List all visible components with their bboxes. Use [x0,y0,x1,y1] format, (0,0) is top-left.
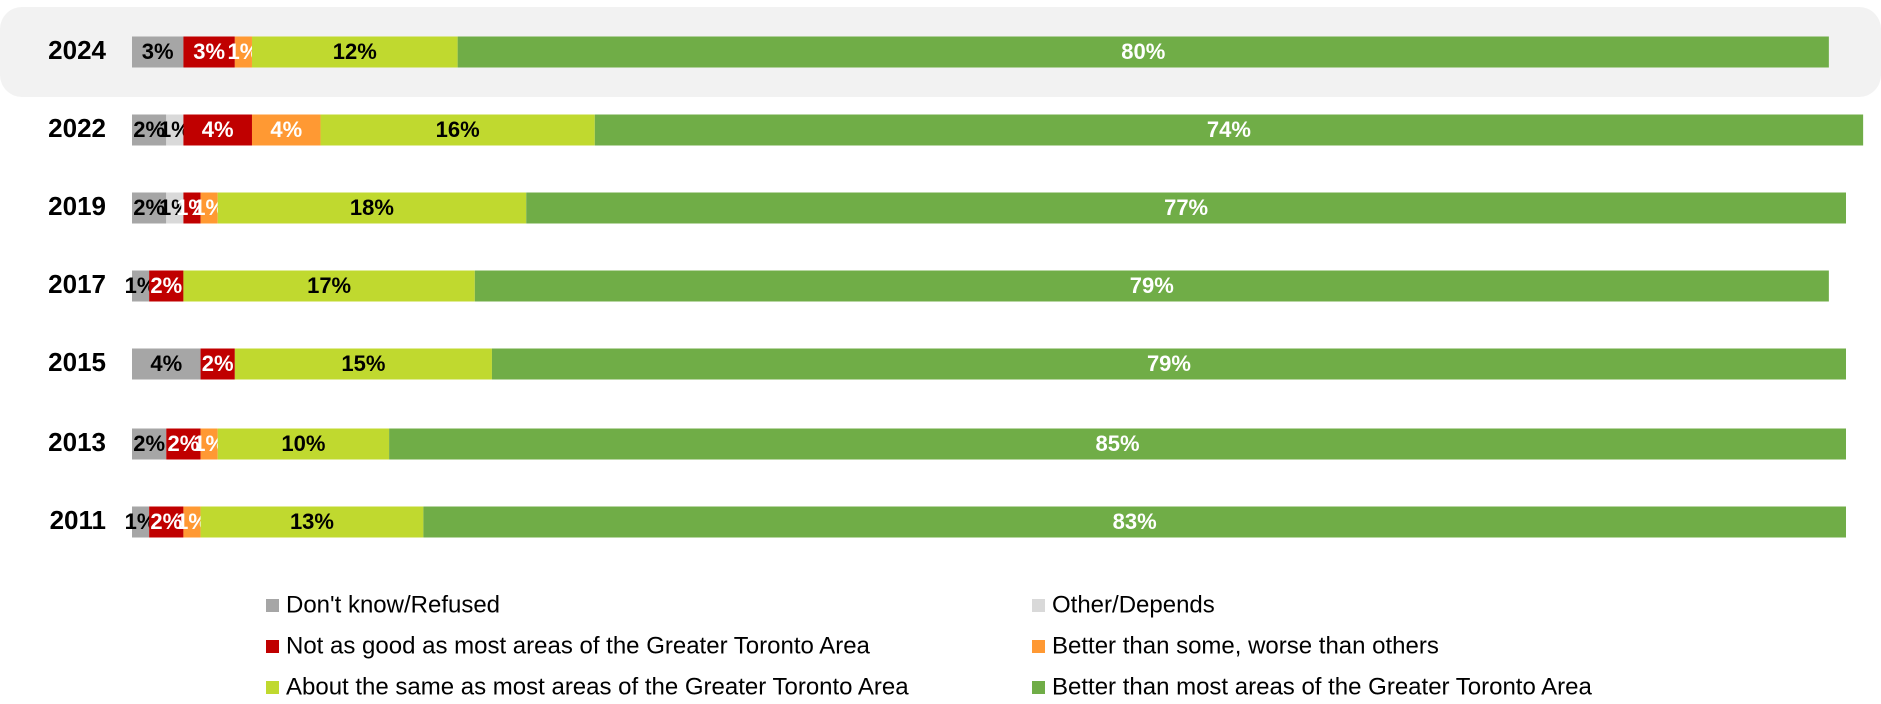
bar-segment [132,270,150,302]
legend-swatch [266,599,279,612]
bar-segment [251,114,321,146]
bar-segment [132,348,201,380]
legend-label: Better than some, worse than others [1052,632,1439,659]
data-label: 4% [202,117,234,142]
bar-segment [132,114,167,146]
bar-segment [320,114,595,146]
data-label: 74% [1207,117,1251,142]
data-label: 79% [1147,351,1191,376]
year-label: 2022 [48,113,106,143]
data-label: 2% [150,509,182,534]
data-label: 3% [193,39,225,64]
bar-segment [183,192,201,224]
year-label: 2017 [48,269,106,299]
bar-segment [149,506,184,538]
year-label: 2024 [48,35,106,65]
bar-segment [183,36,235,68]
data-label: 18% [350,195,394,220]
legend-swatch [266,681,279,694]
legend-label: Don't know/Refused [286,591,500,618]
data-label: 13% [290,509,334,534]
year-label: 2011 [50,505,106,535]
year-label: 2019 [48,191,106,221]
data-label: 83% [1113,509,1157,534]
data-label: 80% [1121,39,1165,64]
year-label: 2013 [48,427,106,457]
bar-segment [132,506,150,538]
year-label: 2015 [48,347,106,377]
legend-label: About the same as most areas of the Grea… [286,673,909,700]
bar-segment [166,192,184,224]
data-label: 4% [150,351,182,376]
bar-segment [200,506,424,538]
bar-segment [183,270,475,302]
bar-segment [149,270,184,302]
data-label: 10% [281,431,325,456]
bar-segment [200,428,218,460]
data-label: 15% [341,351,385,376]
bar-segment [132,36,184,68]
bar-segment [251,36,458,68]
bar-segment [166,114,184,146]
legend-label: Other/Depends [1052,591,1215,618]
data-label: 3% [142,39,174,64]
data-label: 2% [133,117,165,142]
legend-label: Not as good as most areas of the Greater… [286,632,871,659]
data-label: 17% [307,273,351,298]
bar-segment [234,36,252,68]
bar-segment [183,506,201,538]
bar-segment [474,270,1829,302]
bar-segment [217,428,390,460]
bar-segment [166,428,201,460]
data-label: 85% [1096,431,1140,456]
data-label: 79% [1130,273,1174,298]
legend-swatch [1032,681,1045,694]
bar-segment [594,114,1864,146]
data-label: 16% [436,117,480,142]
bar-segment [132,428,167,460]
bar-segment [217,192,527,224]
bar-segment [423,506,1846,538]
legend-swatch [1032,640,1045,653]
legend-swatch [1032,599,1045,612]
bar-segment [389,428,1847,460]
data-label: 2% [133,195,165,220]
bar-segment [200,348,235,380]
bar-segment [526,192,1846,224]
data-label: 2% [202,351,234,376]
bar-segment [132,192,167,224]
legend-swatch [266,640,279,653]
data-label: 2% [150,273,182,298]
data-label: 2% [168,431,200,456]
data-label: 77% [1164,195,1208,220]
bar-segment [183,114,252,146]
bar-segment [200,192,218,224]
bar-segment [491,348,1847,380]
legend-label: Better than most areas of the Greater To… [1052,673,1593,700]
data-label: 4% [270,117,302,142]
data-label: 12% [333,39,377,64]
data-label: 2% [133,431,165,456]
bar-segment [234,348,492,380]
bar-segment [457,36,1829,68]
